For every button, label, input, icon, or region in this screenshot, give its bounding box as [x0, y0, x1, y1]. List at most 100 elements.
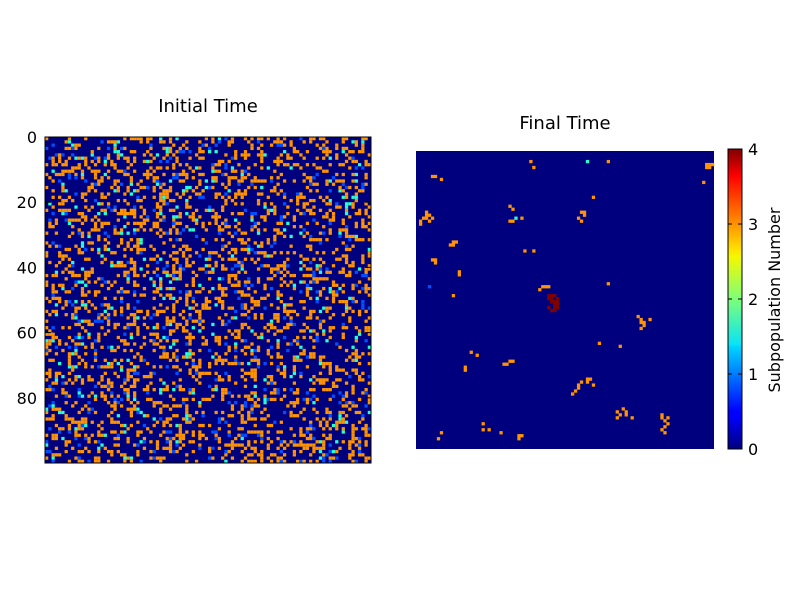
initial-cell	[61, 326, 65, 330]
initial-cell	[159, 309, 163, 314]
initial-cell	[276, 319, 280, 323]
final-cell-subpop-3	[517, 437, 521, 441]
final-cell-subpop-3	[615, 416, 619, 420]
initial-cell	[318, 456, 323, 460]
initial-cell	[165, 355, 169, 359]
initial-cell	[194, 410, 199, 415]
initial-cell	[204, 342, 208, 346]
initial-cell	[201, 195, 205, 199]
initial-cell	[221, 264, 225, 268]
initial-cell	[133, 404, 137, 408]
initial-cell	[106, 365, 111, 369]
initial-cell	[123, 430, 127, 434]
initial-cell	[328, 397, 332, 402]
initial-cell	[168, 358, 173, 362]
initial-cell	[361, 185, 365, 190]
initial-cell	[152, 280, 156, 284]
initial-cell	[364, 456, 368, 460]
initial-cell	[136, 309, 140, 314]
initial-cell	[361, 189, 365, 193]
initial-cell	[142, 185, 147, 190]
initial-cell	[344, 273, 349, 278]
final-cell-subpop-3	[427, 219, 432, 223]
initial-cell	[116, 345, 120, 349]
initial-cell	[77, 423, 81, 428]
initial-cell	[188, 228, 192, 232]
initial-cell	[315, 143, 319, 147]
initial-cell	[247, 417, 251, 421]
initial-cell	[77, 361, 81, 366]
initial-cell	[142, 358, 147, 362]
initial-cell	[335, 365, 339, 369]
initial-cell	[250, 404, 254, 408]
initial-cell	[185, 260, 189, 265]
initial-cell	[309, 280, 313, 284]
initial-cell	[286, 205, 290, 209]
initial-cell	[243, 394, 248, 398]
initial-cell	[133, 150, 137, 154]
initial-cell	[61, 211, 65, 216]
initial-cell	[344, 202, 349, 206]
initial-cell	[80, 234, 85, 239]
initial-cell	[168, 319, 173, 323]
initial-cell	[204, 436, 208, 441]
initial-cell	[54, 221, 59, 226]
initial-cell	[139, 137, 143, 141]
initial-cell	[178, 423, 182, 428]
initial-cell	[103, 309, 107, 314]
initial-cell	[331, 381, 336, 385]
initial-cell	[335, 427, 339, 431]
initial-cell	[100, 225, 104, 229]
initial-cell	[74, 342, 78, 346]
initial-cell	[367, 286, 371, 291]
initial-cell	[325, 182, 329, 186]
initial-cell	[71, 146, 75, 151]
initial-cell	[181, 433, 186, 437]
initial-cell	[289, 322, 293, 327]
initial-cell	[136, 326, 140, 330]
initial-cell	[172, 449, 176, 454]
initial-cell	[74, 374, 78, 379]
initial-cell	[139, 410, 143, 415]
final-cell-subpop-3	[427, 213, 432, 217]
initial-cell	[45, 388, 49, 392]
initial-cell	[54, 433, 59, 437]
initial-cell	[159, 401, 163, 405]
initial-cell	[279, 440, 283, 444]
initial-cell	[119, 358, 124, 362]
initial-cell	[165, 384, 169, 389]
initial-cell	[126, 440, 130, 444]
initial-cell	[146, 326, 150, 330]
initial-cell	[142, 388, 147, 392]
initial-cell	[286, 257, 290, 261]
initial-cell	[152, 365, 156, 369]
initial-cell	[155, 231, 160, 235]
initial-cell	[335, 172, 339, 177]
initial-cell	[325, 309, 329, 314]
initial-cell	[90, 433, 94, 437]
initial-cell	[354, 358, 358, 362]
initial-cell	[273, 140, 277, 144]
initial-cell	[136, 137, 140, 141]
initial-cell	[247, 414, 251, 418]
initial-cell	[253, 417, 257, 421]
final-cell-subpop-3	[421, 216, 426, 220]
final-cell-subpop-3	[663, 431, 667, 435]
initial-cell	[191, 374, 195, 379]
initial-cell	[175, 176, 179, 180]
final-cell-subpop-3	[433, 174, 438, 179]
initial-cell	[168, 417, 173, 421]
initial-cell	[309, 309, 313, 314]
initial-cell	[247, 280, 251, 284]
final-cell-subpop-3	[579, 210, 584, 214]
initial-cell	[260, 430, 264, 434]
initial-cell	[260, 332, 264, 336]
initial-cell	[67, 234, 72, 239]
initial-cell	[74, 316, 78, 320]
initial-cell	[168, 446, 173, 450]
initial-cell	[318, 267, 323, 271]
initial-cell	[198, 150, 202, 154]
initial-cell	[90, 365, 94, 369]
initial-cell	[116, 335, 120, 340]
initial-cell	[175, 322, 179, 327]
